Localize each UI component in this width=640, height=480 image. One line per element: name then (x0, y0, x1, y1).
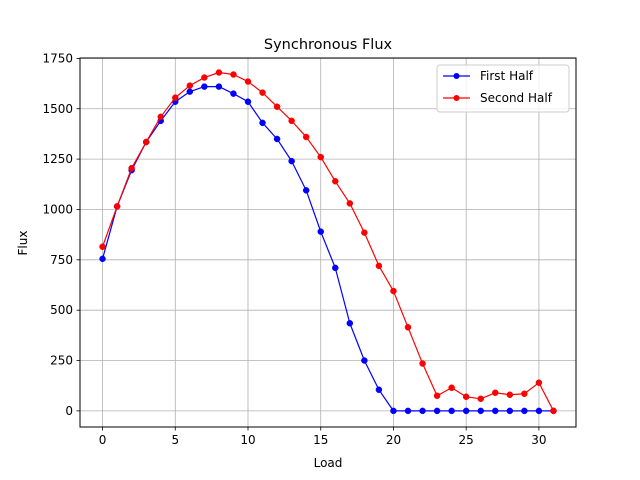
y-tick-label: 250 (50, 354, 73, 368)
data-point-first-half (477, 407, 484, 415)
data-point-second-half (113, 203, 121, 210)
data-point-first-half (346, 320, 354, 327)
data-point-first-half (404, 407, 412, 415)
data-point-second-half (535, 379, 543, 386)
x-tick-label: 20 (386, 433, 401, 447)
data-point-first-half (535, 407, 543, 415)
data-point-first-half (419, 407, 426, 415)
data-point-second-half (404, 324, 412, 331)
data-point-first-half (273, 135, 281, 143)
data-point-second-half (550, 407, 557, 415)
data-point-second-half (157, 113, 164, 121)
data-point-second-half (172, 94, 179, 101)
data-point-second-half (419, 360, 426, 367)
data-point-first-half (288, 157, 295, 165)
data-point-first-half (244, 98, 252, 105)
y-tick-label: 1750 (42, 51, 73, 65)
data-point-second-half (332, 178, 339, 185)
data-point-first-half (462, 407, 470, 415)
data-point-first-half (375, 386, 383, 393)
y-tick-label: 1500 (42, 102, 73, 116)
data-point-second-half (99, 243, 106, 250)
data-point-second-half (433, 392, 441, 400)
data-point-second-half (259, 89, 266, 96)
data-point-second-half (361, 229, 368, 236)
data-point-first-half (521, 407, 528, 415)
x-tick-label: 5 (171, 433, 179, 447)
data-point-second-half (244, 78, 252, 85)
data-point-second-half (186, 82, 194, 89)
ticks: 0 5 10 15 20 25 30 0 250 500 750 1000 1250 1500 1750 (42, 51, 546, 447)
data-point-second-half (346, 200, 354, 207)
legend-label-second-half: Second Half (480, 91, 553, 105)
data-point-first-half (506, 407, 514, 415)
data-point-first-half (259, 119, 266, 127)
data-point-first-half (492, 407, 499, 415)
data-point-second-half (317, 153, 324, 161)
y-tick-label: 0 (65, 404, 73, 418)
data-point-second-half (288, 117, 295, 125)
data-point-first-half (433, 407, 441, 415)
legend-label-first-half: First Half (480, 69, 534, 83)
data-point-second-half (142, 138, 150, 146)
data-point-first-half (215, 83, 223, 90)
data-point-second-half (201, 74, 208, 81)
x-tick-label: 30 (531, 433, 546, 447)
data-point-first-half (448, 407, 455, 415)
y-tick-label: 1250 (42, 152, 73, 166)
data-point-second-half (375, 262, 383, 270)
plot-area (80, 58, 576, 427)
legend-marker-second-half (453, 95, 460, 101)
data-point-first-half (99, 255, 106, 263)
data-point-first-half (361, 357, 368, 364)
y-tick-label: 1000 (42, 202, 73, 216)
data-point-second-half (462, 393, 470, 401)
data-point-second-half (506, 391, 514, 399)
y-tick-label: 500 (50, 303, 73, 317)
data-point-first-half (332, 264, 339, 272)
data-point-second-half (230, 71, 237, 78)
legend-box (436, 64, 570, 113)
chart-title: Synchronous Flux (264, 37, 393, 53)
data-point-first-half (201, 83, 208, 90)
data-point-first-half (317, 228, 324, 235)
legend: First Half Second Half (436, 64, 570, 113)
series-group (99, 69, 557, 415)
data-point-first-half (302, 187, 310, 194)
data-point-second-half (273, 103, 281, 110)
data-point-first-half (230, 90, 237, 97)
data-point-second-half (521, 390, 528, 398)
data-point-second-half (215, 69, 223, 76)
y-tick-label: 750 (50, 253, 73, 267)
x-tick-label: 15 (313, 433, 328, 447)
data-point-first-half (390, 407, 397, 415)
data-point-second-half (492, 389, 499, 397)
y-axis-title: Flux (16, 231, 30, 256)
data-point-first-half (186, 88, 194, 95)
legend-marker-first-half (453, 73, 460, 79)
x-tick-label: 10 (240, 433, 255, 447)
x-tick-label: 25 (459, 433, 474, 447)
plot-frame (79, 57, 577, 428)
data-point-second-half (390, 287, 397, 295)
data-point-second-half (477, 395, 484, 403)
data-point-second-half (302, 133, 310, 141)
data-point-second-half (448, 384, 455, 391)
x-tick-label: 0 (99, 433, 107, 447)
data-point-second-half (128, 164, 135, 172)
x-axis-title: Load (314, 456, 343, 470)
